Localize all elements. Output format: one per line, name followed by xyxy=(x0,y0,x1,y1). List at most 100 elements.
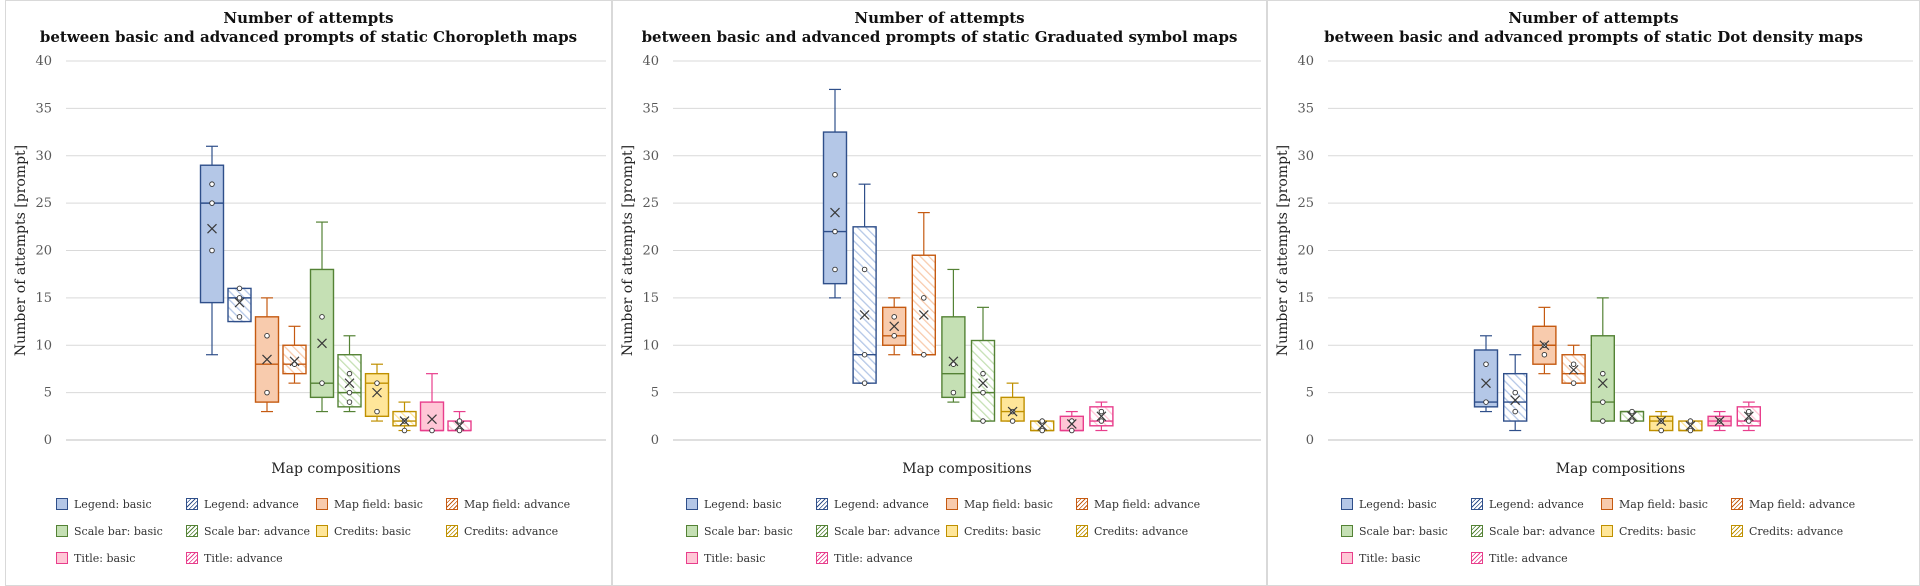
legend-label: Map field: basic xyxy=(964,497,1053,511)
legend-swatch xyxy=(1076,498,1088,510)
data-point xyxy=(1483,361,1489,367)
data-point xyxy=(1009,418,1016,424)
box-credits-advance xyxy=(392,401,417,434)
legend-label: Credits: basic xyxy=(1619,524,1696,538)
box-scale_bar-advance xyxy=(970,306,996,424)
y-tick-label: 25 xyxy=(1297,196,1314,211)
y-tick-label: 35 xyxy=(642,101,659,116)
box-scale_bar-basic xyxy=(309,221,335,413)
y-axis-title: Number of attempts [prompt] xyxy=(1275,145,1291,356)
legend-item: Legend: advance xyxy=(1471,495,1601,513)
y-tick-label: 10 xyxy=(1297,338,1314,353)
box-scale_bar-basic xyxy=(1590,297,1615,424)
legend-item: Map field: advance xyxy=(1076,495,1206,513)
box-title-advance xyxy=(447,410,472,434)
legend-item: Map field: advance xyxy=(1731,495,1861,513)
legend-item: Map field: basic xyxy=(1601,495,1731,513)
y-tick-label: 20 xyxy=(1297,244,1314,259)
legend-item: Title: advance xyxy=(816,549,946,567)
data-point xyxy=(319,380,325,386)
y-tick-label: 40 xyxy=(35,54,52,69)
x-axis-title: Map compositions xyxy=(902,461,1031,477)
data-point xyxy=(346,370,353,377)
mean-marker xyxy=(978,378,988,389)
box-credits-basic xyxy=(364,363,390,422)
data-point xyxy=(891,333,897,339)
mean-marker xyxy=(1510,395,1521,406)
box-map_field-advance xyxy=(1561,344,1586,386)
legend-swatch xyxy=(1341,552,1353,564)
chart-title-line-1: Number of attempts xyxy=(223,9,394,27)
box-map_field-basic xyxy=(254,297,280,413)
legend-item: Credits: basic xyxy=(946,522,1076,540)
box-iqr xyxy=(309,268,335,399)
box-legend-advance xyxy=(1502,354,1528,432)
legend-swatch xyxy=(1471,525,1483,537)
data-point xyxy=(1098,418,1105,424)
legend-item: Scale bar: advance xyxy=(816,522,946,540)
box-scale_bar-basic xyxy=(941,268,966,403)
box-iqr xyxy=(1590,335,1615,422)
mean-marker xyxy=(1066,418,1077,429)
data-point xyxy=(1512,389,1518,396)
data-point xyxy=(401,427,408,434)
legend-label: Map field: advance xyxy=(464,497,571,511)
legend-label: Credits: basic xyxy=(964,524,1041,538)
legend-swatch xyxy=(1471,552,1483,564)
data-point xyxy=(456,418,463,424)
legend-swatch xyxy=(686,498,698,510)
chart-title-line-2: between basic and advanced prompts of st… xyxy=(39,28,578,46)
legend-label: Title: advance xyxy=(834,551,913,565)
legend-item: Credits: advance xyxy=(1076,522,1206,540)
y-tick-label: 15 xyxy=(642,291,659,306)
legend-swatch xyxy=(316,498,328,510)
legend-item: Scale bar: basic xyxy=(686,522,816,540)
legend-item: Scale bar: advance xyxy=(186,522,316,540)
box-scale_bar-advance xyxy=(1619,408,1645,424)
legend-label: Credits: advance xyxy=(1749,524,1844,538)
legend-label: Map field: basic xyxy=(1619,497,1708,511)
box-iqr xyxy=(419,401,445,432)
legend-label: Scale bar: basic xyxy=(74,524,163,538)
data-point xyxy=(950,389,957,396)
mean-marker xyxy=(1096,411,1107,422)
mean-marker xyxy=(918,310,929,320)
data-point xyxy=(1039,418,1045,424)
data-point xyxy=(832,171,838,178)
box-map_field-advance xyxy=(282,325,307,384)
chart-legend: Legend: basic Legend: advance Map field: b… xyxy=(686,495,1206,567)
mean-marker xyxy=(1007,406,1018,417)
y-axis-title: Number of attempts [prompt] xyxy=(13,145,29,356)
legend-item: Title: basic xyxy=(686,549,816,567)
data-point xyxy=(1512,408,1518,415)
mean-marker xyxy=(1714,416,1725,426)
box-iqr xyxy=(941,316,966,399)
legend-item: Map field: basic xyxy=(946,495,1076,513)
data-point xyxy=(1570,380,1577,386)
legend-item: Credits: advance xyxy=(1731,522,1861,540)
legend-label: Credits: advance xyxy=(1094,524,1189,538)
data-point xyxy=(1069,427,1075,434)
box-iqr xyxy=(282,344,307,375)
data-point xyxy=(236,314,243,320)
chart-title-line-1: Number of attempts xyxy=(1508,9,1679,27)
box-title-basic xyxy=(1059,410,1084,434)
legend-swatch xyxy=(446,498,458,510)
box-title-basic xyxy=(419,373,445,434)
data-point xyxy=(1629,408,1635,415)
legend-label: Legend: basic xyxy=(1359,497,1437,511)
box-scale_bar-advance xyxy=(337,335,362,413)
mean-marker xyxy=(399,416,410,426)
data-point xyxy=(264,389,270,396)
y-tick-label: 40 xyxy=(642,54,659,69)
data-point xyxy=(429,427,435,434)
legend-label: Title: advance xyxy=(204,551,283,565)
mean-marker xyxy=(454,420,465,431)
y-tick-label: 20 xyxy=(642,244,659,259)
legend-swatch xyxy=(186,525,198,537)
data-point xyxy=(921,295,927,301)
legend-item: Scale bar: basic xyxy=(56,522,186,540)
y-tick-label: 10 xyxy=(642,338,659,353)
legend-item: Credits: advance xyxy=(446,522,576,540)
box-iqr xyxy=(911,254,936,356)
